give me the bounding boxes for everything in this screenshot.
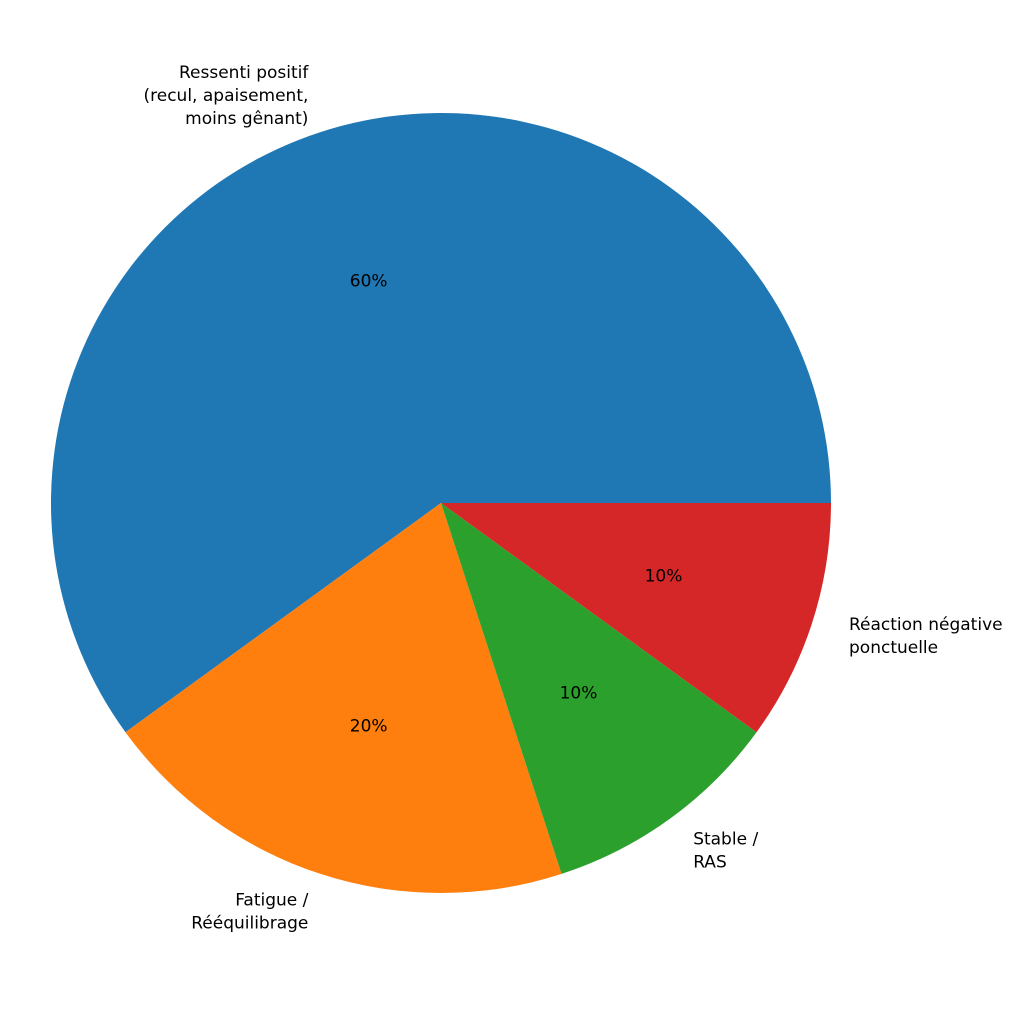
pie-pct-label-3: 10%: [645, 566, 683, 586]
pie-slice-label-1: Fatigue / Rééquilibrage: [191, 891, 308, 934]
pie-slice-label-0: Ressenti positif (recul, apaisement, moins…: [144, 63, 310, 129]
pie-pct-label-0: 60%: [350, 271, 388, 291]
pie-slice-label-3: Réaction négative ponctuelle: [849, 615, 1003, 658]
pie-slice-1: [125, 503, 562, 894]
pie-slice-2: [441, 503, 757, 874]
pie-pct-label-1: 20%: [350, 717, 388, 737]
pie-slice-3: [441, 503, 831, 733]
pie-slice-0: [50, 113, 831, 733]
pie-pct-label-2: 10%: [560, 683, 598, 703]
pie-slice-label-2: Stable / RAS: [693, 830, 758, 873]
